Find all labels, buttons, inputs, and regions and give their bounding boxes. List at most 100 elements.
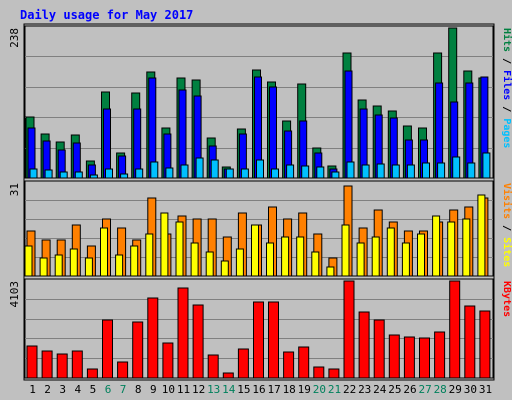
bar-sites-day-15 <box>235 248 244 277</box>
bar-kbytes-day-29 <box>449 280 461 379</box>
bar-sites-day-30 <box>462 218 471 277</box>
bar-pages-day-5 <box>89 174 98 179</box>
side-label-part: Visits <box>501 183 512 219</box>
bar-kbytes-day-7 <box>117 361 129 379</box>
panel-max-label-kb: 4103 <box>8 281 21 308</box>
bar-sites-day-17 <box>266 242 274 277</box>
bar-pages-day-17 <box>271 168 279 179</box>
bar-pages-day-11 <box>180 164 189 179</box>
side-label-part: Hits <box>501 28 512 52</box>
bar-kbytes-day-4 <box>71 350 83 379</box>
side-label-part: KBytes <box>501 281 512 317</box>
bar-kbytes-day-12 <box>192 304 204 379</box>
bar-pages-day-16 <box>256 159 264 179</box>
panel-kb: 4103 KBytes <box>8 278 512 379</box>
series-files <box>27 70 489 179</box>
side-label-separator: / <box>501 100 512 118</box>
bar-pages-day-30 <box>467 162 476 179</box>
x-tick-label: 3 <box>59 383 66 396</box>
x-tick-label: 6 <box>105 383 112 396</box>
bar-kbytes-day-24 <box>373 319 385 379</box>
bar-kbytes-day-21 <box>328 368 340 379</box>
bar-pages-day-31 <box>482 152 491 179</box>
bar-sites-day-14 <box>220 260 229 277</box>
bar-pages-day-8 <box>135 168 144 179</box>
bar-pages-day-15 <box>240 168 249 179</box>
bar-sites-day-23 <box>356 242 365 277</box>
x-tick-label: 16 <box>252 383 265 396</box>
chart-title: Daily usage for May 2017 <box>20 8 193 22</box>
panel-side-label-sv: Visits / Sites <box>501 183 512 267</box>
bar-kbytes-day-5 <box>86 368 98 379</box>
bar-sites-day-7 <box>115 254 124 277</box>
x-tick-label: 31 <box>479 383 492 396</box>
panel-pfh: 238 Hits / Files / Pages <box>8 25 512 179</box>
bar-kbytes-day-30 <box>464 305 476 379</box>
x-tick-label: 17 <box>267 383 280 396</box>
bar-sites-day-4 <box>69 248 78 277</box>
bar-kbytes-day-18 <box>283 351 295 379</box>
bar-kbytes-day-31 <box>479 310 491 379</box>
bar-pages-day-7 <box>120 173 129 179</box>
bar-kbytes-day-25 <box>388 334 400 379</box>
bar-sites-day-11 <box>175 221 184 277</box>
bar-files-day-17 <box>269 86 277 179</box>
bar-pages-day-19 <box>301 165 310 179</box>
bar-pages-day-12 <box>195 157 204 179</box>
panel-side-label-kb: KBytes <box>501 281 512 317</box>
bar-pages-day-13 <box>210 159 219 179</box>
bar-kbytes-day-1 <box>26 345 38 379</box>
bar-sites-day-22 <box>341 224 350 277</box>
x-tick-label: 30 <box>464 383 477 396</box>
side-label-separator: / <box>501 52 512 70</box>
bar-sites-day-10 <box>160 212 169 277</box>
bar-sites-day-27 <box>417 233 425 277</box>
bar-sites-day-12 <box>190 242 199 277</box>
bar-kbytes-day-26 <box>403 336 415 379</box>
bar-pages-day-4 <box>74 171 83 179</box>
bar-sites-day-2 <box>39 257 48 277</box>
bar-kbytes-day-17 <box>268 301 279 379</box>
x-tick-label: 20 <box>313 383 326 396</box>
bar-pages-day-26 <box>406 164 415 179</box>
bar-sites-day-1 <box>24 245 33 277</box>
bar-pages-day-25 <box>391 164 400 179</box>
bar-pages-day-9 <box>150 161 159 179</box>
x-tick-label: 8 <box>135 383 142 396</box>
bar-sites-day-9 <box>145 233 154 277</box>
bar-pages-day-1 <box>29 168 38 179</box>
x-tick-label: 14 <box>222 383 236 396</box>
panel-sv: 31 Visits / Sites <box>8 180 512 277</box>
bar-pages-day-27 <box>422 162 430 179</box>
bar-sites-day-18 <box>281 236 290 277</box>
x-tick-label: 22 <box>343 383 356 396</box>
x-tick-label: 15 <box>237 383 250 396</box>
x-tick-label: 28 <box>434 383 447 396</box>
bar-kbytes-day-13 <box>207 354 219 379</box>
bar-sites-day-25 <box>386 227 395 277</box>
bar-kbytes-day-27 <box>419 337 430 379</box>
bar-kbytes-day-16 <box>253 301 264 379</box>
bar-pages-day-28 <box>437 162 446 179</box>
bar-sites-day-24 <box>371 236 380 277</box>
bar-pages-day-10 <box>165 167 174 179</box>
bar-kbytes-day-23 <box>358 311 370 379</box>
bar-pages-day-23 <box>361 164 370 179</box>
plot-frame <box>23 23 495 381</box>
chart-panels: 238 Hits / Files / Pages 31 Visits / Sites 4… <box>8 23 512 381</box>
series-kbytes <box>26 280 491 379</box>
x-tick-label: 13 <box>207 383 220 396</box>
bar-sites-day-5 <box>84 257 93 277</box>
bar-kbytes-day-10 <box>162 342 174 379</box>
panel-max-label-sv: 31 <box>8 183 21 196</box>
bar-pages-day-14 <box>225 168 234 179</box>
bar-sites-day-13 <box>205 251 214 277</box>
panel-side-label-pfh: Hits / Files / Pages <box>501 28 512 148</box>
side-label-part: Sites <box>501 237 512 267</box>
bar-sites-day-8 <box>130 245 139 277</box>
x-tick-label: 24 <box>373 383 387 396</box>
bar-sites-day-21 <box>326 266 335 277</box>
panel-max-label-pfh: 238 <box>8 28 21 48</box>
x-tick-label: 9 <box>150 383 157 396</box>
